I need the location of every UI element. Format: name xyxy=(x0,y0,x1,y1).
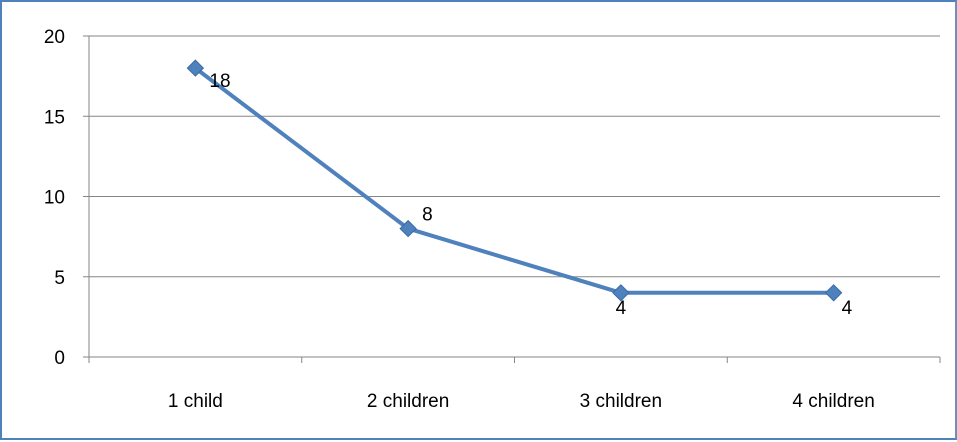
x-tick-label: 4 children xyxy=(792,391,874,412)
x-tick-label: 1 child xyxy=(168,391,223,412)
series-line xyxy=(193,66,836,295)
data-point-marker xyxy=(612,284,630,302)
data-label: 4 xyxy=(842,298,853,319)
data-point-marker xyxy=(186,59,205,77)
x-tick-label: 2 children xyxy=(367,391,449,412)
x-tick-label: 3 children xyxy=(580,391,662,412)
data-label: 4 xyxy=(616,298,627,319)
y-tick-label: 20 xyxy=(44,27,65,48)
y-tick-label: 5 xyxy=(54,268,65,289)
data-label: 8 xyxy=(422,205,433,226)
y-tick-label: 15 xyxy=(44,107,65,128)
y-tick-label: 0 xyxy=(54,348,65,369)
data-point-marker xyxy=(399,219,417,238)
data-label: 18 xyxy=(209,71,230,92)
data-point-marker xyxy=(824,284,843,302)
y-tick-label: 10 xyxy=(44,188,65,209)
